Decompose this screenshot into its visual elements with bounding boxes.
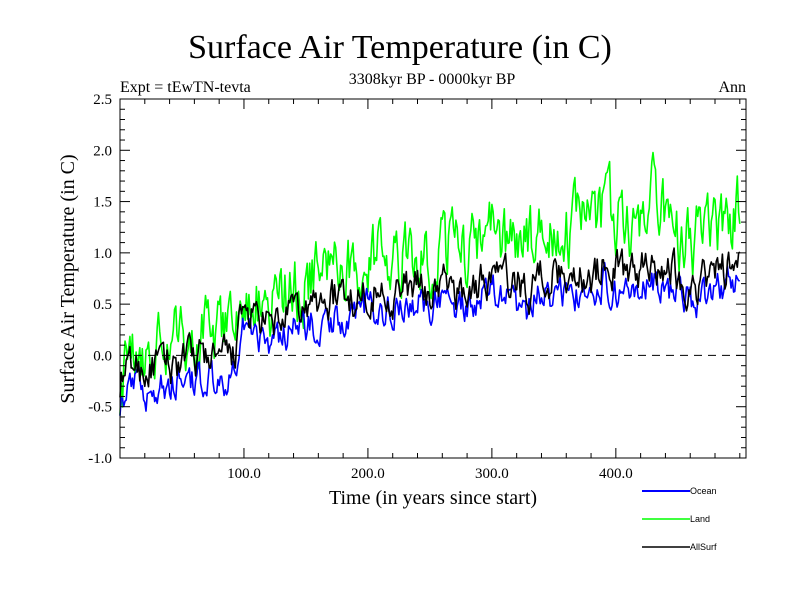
y-tick-label: -0.5 — [88, 400, 112, 416]
legend-label: Land — [690, 514, 710, 524]
y-tick-label: 2.5 — [93, 92, 112, 108]
chart-title: Surface Air Temperature (in C) — [188, 29, 612, 66]
series-line-ocean — [119, 261, 740, 416]
y-tick-label: 2.0 — [93, 143, 112, 159]
season-label: Ann — [718, 79, 746, 96]
legend: Ocean Land AllSurf — [642, 486, 717, 552]
y-tick-label: 0.5 — [93, 297, 112, 313]
y-axis-label: Surface Air Temperature (in C) — [57, 154, 79, 403]
series-line-land — [119, 151, 741, 415]
series-line-allsurf — [119, 247, 741, 398]
legend-item-ocean: Ocean — [642, 486, 717, 496]
y-tick-label: 1.0 — [93, 246, 112, 262]
legend-label: Ocean — [690, 486, 717, 496]
x-tick-label: 400.0 — [599, 466, 633, 482]
legend-label: AllSurf — [690, 542, 717, 552]
legend-item-allsurf: AllSurf — [642, 542, 717, 552]
legend-item-land: Land — [642, 514, 710, 524]
y-tick-label: 1.5 — [93, 195, 112, 211]
chart-subtitle: 3308kyr BP - 0000kyr BP — [349, 71, 516, 88]
x-tick-label: 200.0 — [351, 466, 385, 482]
series-layer — [119, 151, 741, 416]
axes-layer: 100.0 200.0 300.0 400.0 -1.0 -0.5 0.0 0.5 1.0 1.5… — [88, 92, 747, 482]
experiment-label: Expt = tEwTN-tevta — [120, 79, 251, 96]
x-tick-label: 300.0 — [475, 466, 509, 482]
y-tick-label: -1.0 — [88, 451, 112, 467]
x-tick-label: 100.0 — [227, 466, 261, 482]
y-tick-label: 0.0 — [93, 348, 112, 364]
x-axis-label: Time (in years since start) — [329, 487, 537, 509]
plot-frame — [119, 98, 747, 459]
